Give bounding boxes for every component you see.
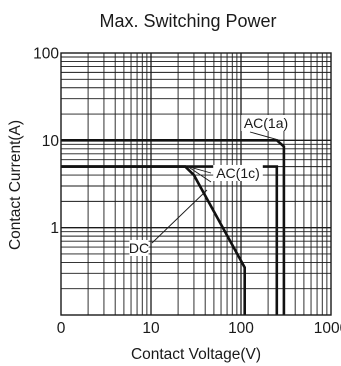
- leader-line-dc: [151, 189, 208, 244]
- leader-line-ac-1c: [187, 166, 212, 183]
- plot-frame: [60, 52, 332, 316]
- series-lines: [61, 139, 286, 315]
- tick-labels: 0 10 100 1000 1 10 100: [33, 46, 341, 338]
- annotation-label-dc: DC: [129, 240, 149, 256]
- chart-title: Max. Switching Power: [99, 11, 276, 31]
- annotations: AC(1a) AC(1c) DC: [129, 115, 291, 256]
- x-tick-label: 1000: [314, 320, 341, 337]
- leader-line-ac-1a: [249, 131, 280, 141]
- annotation-bg-dc: [129, 240, 149, 256]
- annotation-label-ac-1c: AC(1c): [216, 165, 260, 181]
- x-axis-label: Contact Voltage(V): [131, 346, 261, 363]
- y-tick-label: 1: [50, 220, 59, 237]
- grid: [61, 53, 331, 315]
- x-tick-label: 10: [142, 320, 160, 337]
- series-line-dc: [61, 165, 246, 315]
- y-tick-label: 100: [33, 46, 59, 63]
- annotation-bg-ac-1a: [241, 115, 291, 131]
- y-axis-label: Contact Current(A): [7, 120, 24, 250]
- series-line-ac-1a: [61, 139, 286, 315]
- annotation-label-ac-1a: AC(1a): [244, 115, 288, 131]
- y-tick-label: 10: [42, 133, 60, 150]
- x-tick-label: 0: [57, 320, 66, 337]
- x-tick-label: 100: [228, 320, 254, 337]
- annotation-bg-ac-1c: [213, 165, 263, 181]
